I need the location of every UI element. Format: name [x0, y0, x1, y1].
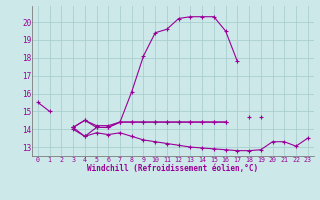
X-axis label: Windchill (Refroidissement éolien,°C): Windchill (Refroidissement éolien,°C) [87, 164, 258, 173]
